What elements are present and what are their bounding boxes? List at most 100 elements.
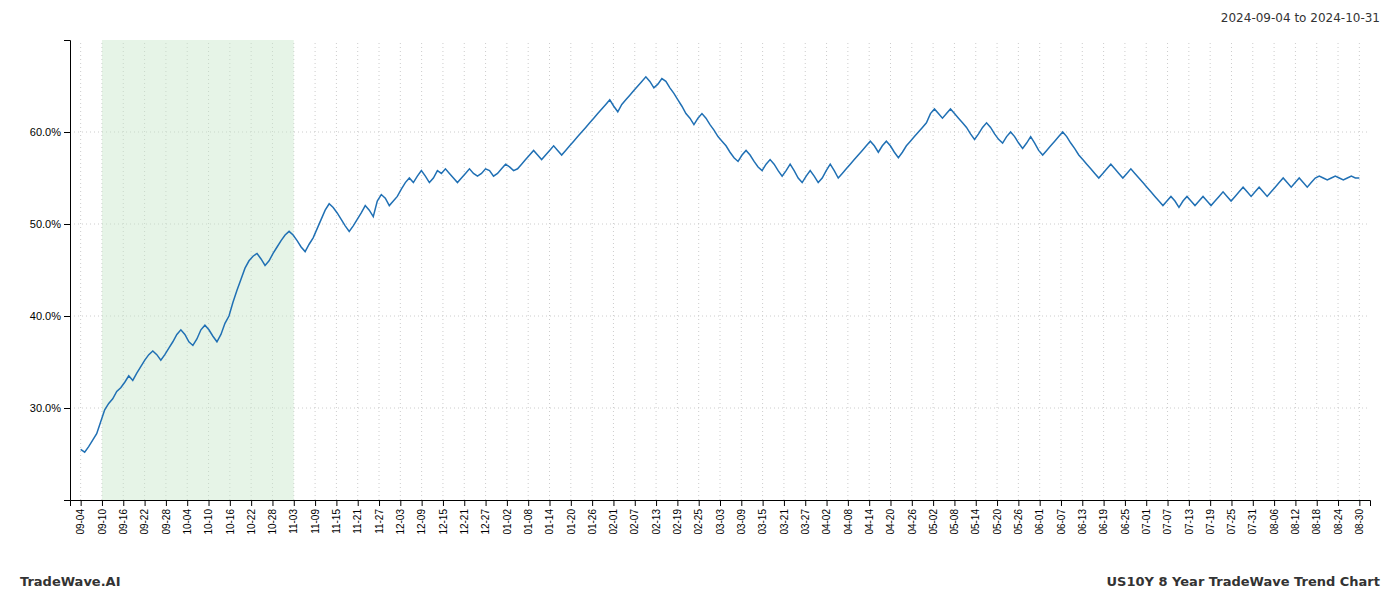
- x-tick-mark: [1274, 500, 1275, 506]
- x-tick: 10-04: [182, 500, 193, 535]
- x-tick: 11-21: [352, 500, 363, 534]
- x-tick-mark: [1146, 500, 1147, 506]
- x-tick-label: 08-24: [1333, 509, 1344, 535]
- x-tick: 09-28: [161, 500, 172, 535]
- x-tick-mark: [1040, 500, 1041, 506]
- x-tick: 08-30: [1354, 500, 1365, 535]
- x-tick: 03-15: [757, 500, 768, 535]
- x-tick-mark: [635, 500, 636, 506]
- x-tick-label: 02-13: [651, 509, 662, 535]
- x-tick-label: 03-03: [715, 509, 726, 535]
- grid-line-x: [911, 40, 912, 500]
- grid-line-x: [613, 40, 614, 500]
- x-tick-mark: [336, 500, 337, 506]
- x-tick-mark: [507, 500, 508, 506]
- x-tick: 05-20: [992, 500, 1003, 535]
- grid-line-x: [890, 40, 891, 500]
- grid-line-x: [1338, 40, 1339, 500]
- x-tick-label: 07-19: [1205, 509, 1216, 535]
- x-tick: 09-16: [118, 500, 129, 535]
- y-tick-label: 60.0%: [30, 126, 61, 138]
- x-tick: 12-15: [438, 500, 449, 535]
- x-tick-mark: [272, 500, 273, 506]
- x-tick-mark: [571, 500, 572, 506]
- grid-line-x: [464, 40, 465, 500]
- x-tick-label: 03-27: [800, 509, 811, 535]
- x-tick: 11-09: [310, 500, 321, 534]
- x-tick: 08-24: [1333, 500, 1344, 535]
- grid-line-x: [677, 40, 678, 500]
- grid-line-x: [421, 40, 422, 500]
- x-tick: 09-04: [75, 500, 86, 535]
- x-tick-mark: [954, 500, 955, 506]
- x-tick: 07-01: [1141, 500, 1152, 535]
- x-tick-mark: [677, 500, 678, 506]
- x-tick-mark: [1359, 500, 1360, 506]
- x-tick: 04-08: [843, 500, 854, 535]
- x-tick-label: 10-04: [182, 509, 193, 535]
- x-tick-mark: [699, 500, 700, 506]
- x-tick-label: 04-08: [843, 509, 854, 535]
- x-tick-mark: [486, 500, 487, 506]
- x-tick-mark: [422, 500, 423, 506]
- grid-line-x: [400, 40, 401, 500]
- x-tick-mark: [912, 500, 913, 506]
- x-tick-mark: [763, 500, 764, 506]
- x-tick-mark: [592, 500, 593, 506]
- x-tick-label: 08-12: [1290, 509, 1301, 535]
- x-tick: 08-18: [1311, 500, 1322, 535]
- y-tick: 50.0%: [30, 218, 70, 230]
- y-tick: 60.0%: [30, 126, 70, 138]
- x-tick: 04-14: [864, 500, 875, 535]
- x-tick-mark: [358, 500, 359, 506]
- x-tick-mark: [869, 500, 870, 506]
- x-tick-label: 01-26: [587, 509, 598, 535]
- x-tick-label: 02-07: [629, 509, 640, 535]
- x-tick-label: 08-18: [1311, 509, 1322, 535]
- x-tick-label: 07-07: [1162, 509, 1173, 535]
- x-tick: 08-06: [1269, 500, 1280, 535]
- x-tick-mark: [294, 500, 295, 506]
- x-tick-label: 05-20: [992, 509, 1003, 535]
- y-tick-label: 50.0%: [30, 218, 61, 230]
- x-tick-mark: [976, 500, 977, 506]
- x-tick-label: 07-25: [1226, 509, 1237, 535]
- x-tick-mark: [890, 500, 891, 506]
- x-tick-mark: [827, 500, 828, 506]
- x-tick: 01-14: [544, 500, 555, 535]
- x-tick: 06-19: [1098, 500, 1109, 535]
- x-tick-mark: [656, 500, 657, 506]
- x-tick-label: 07-31: [1247, 509, 1258, 535]
- x-tick: 04-02: [821, 500, 832, 535]
- shaded-region: [102, 40, 294, 500]
- grid-line-x: [975, 40, 976, 500]
- x-tick-label: 12-03: [395, 509, 406, 535]
- x-tick-label: 06-07: [1056, 509, 1067, 535]
- x-tick-mark: [613, 500, 614, 506]
- x-tick-label: 04-14: [864, 509, 875, 535]
- x-tick-label: 06-13: [1077, 509, 1088, 535]
- x-tick-label: 01-02: [502, 509, 513, 535]
- x-tick-mark: [166, 500, 167, 506]
- x-tick-mark: [1253, 500, 1254, 506]
- x-tick-label: 02-25: [693, 509, 704, 535]
- x-tick: 07-25: [1226, 500, 1237, 535]
- x-tick: 01-20: [566, 500, 577, 535]
- grid-line-x: [485, 40, 486, 500]
- x-tick-label: 06-19: [1098, 509, 1109, 535]
- x-tick-mark: [805, 500, 806, 506]
- x-tick-label: 03-15: [757, 509, 768, 535]
- x-tick: 02-01: [608, 500, 619, 535]
- grid-line-x: [1167, 40, 1168, 500]
- grid-line-x: [698, 40, 699, 500]
- x-tick-mark: [209, 500, 210, 506]
- x-tick-label: 09-28: [161, 509, 172, 535]
- grid-line-x: [805, 40, 806, 500]
- x-tick-mark: [1125, 500, 1126, 506]
- x-tick-mark: [720, 500, 721, 506]
- x-tick-mark: [187, 500, 188, 506]
- x-tick: 04-26: [907, 500, 918, 535]
- x-tick-label: 10-10: [203, 509, 214, 535]
- x-tick: 12-03: [395, 500, 406, 535]
- x-tick-mark: [1082, 500, 1083, 506]
